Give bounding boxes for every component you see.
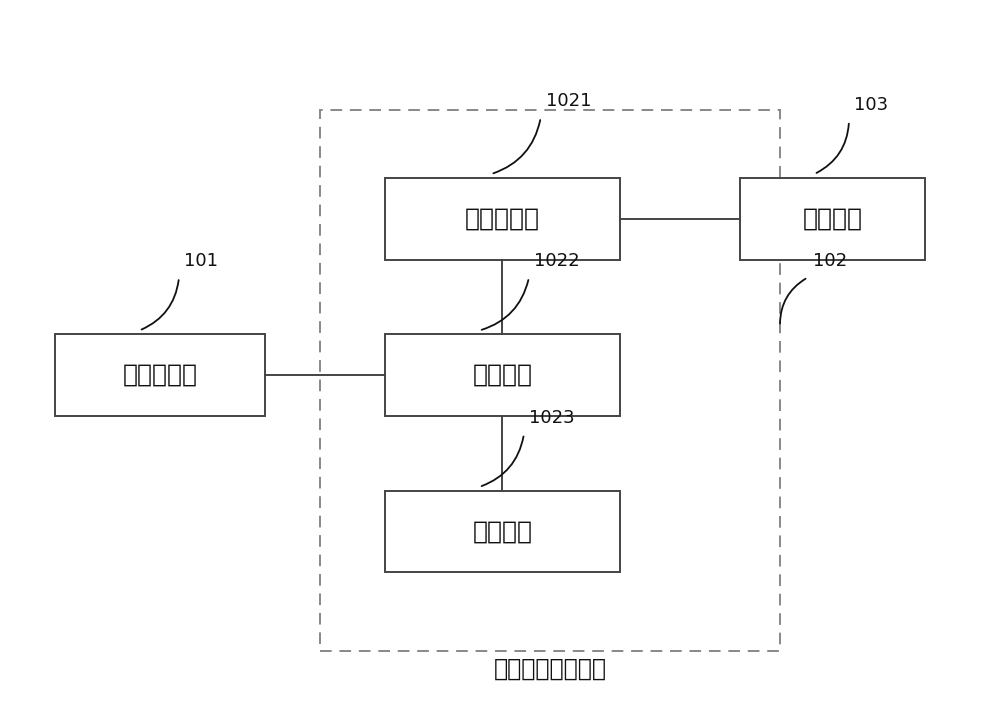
Text: 101: 101 — [184, 252, 218, 270]
Bar — [320, 110, 780, 651]
Bar — [740, 178, 925, 260]
Text: 电子围栏地面装置: 电子围栏地面装置 — [494, 656, 606, 680]
Text: 中控设备: 中控设备 — [472, 363, 532, 387]
Text: 102: 102 — [813, 252, 847, 270]
Text: 后台服务器: 后台服务器 — [122, 363, 198, 387]
Bar — [55, 334, 265, 416]
Text: 1022: 1022 — [534, 252, 580, 270]
Text: 1021: 1021 — [546, 92, 591, 110]
Bar — [385, 491, 620, 572]
Text: 1023: 1023 — [529, 409, 575, 427]
Text: 车载标签: 车载标签 — [802, 207, 862, 230]
Bar — [385, 178, 620, 260]
Text: 103: 103 — [854, 96, 888, 114]
Text: 供电装置: 供电装置 — [472, 520, 532, 543]
Bar — [385, 334, 620, 416]
Text: 无线探测器: 无线探测器 — [465, 207, 540, 230]
